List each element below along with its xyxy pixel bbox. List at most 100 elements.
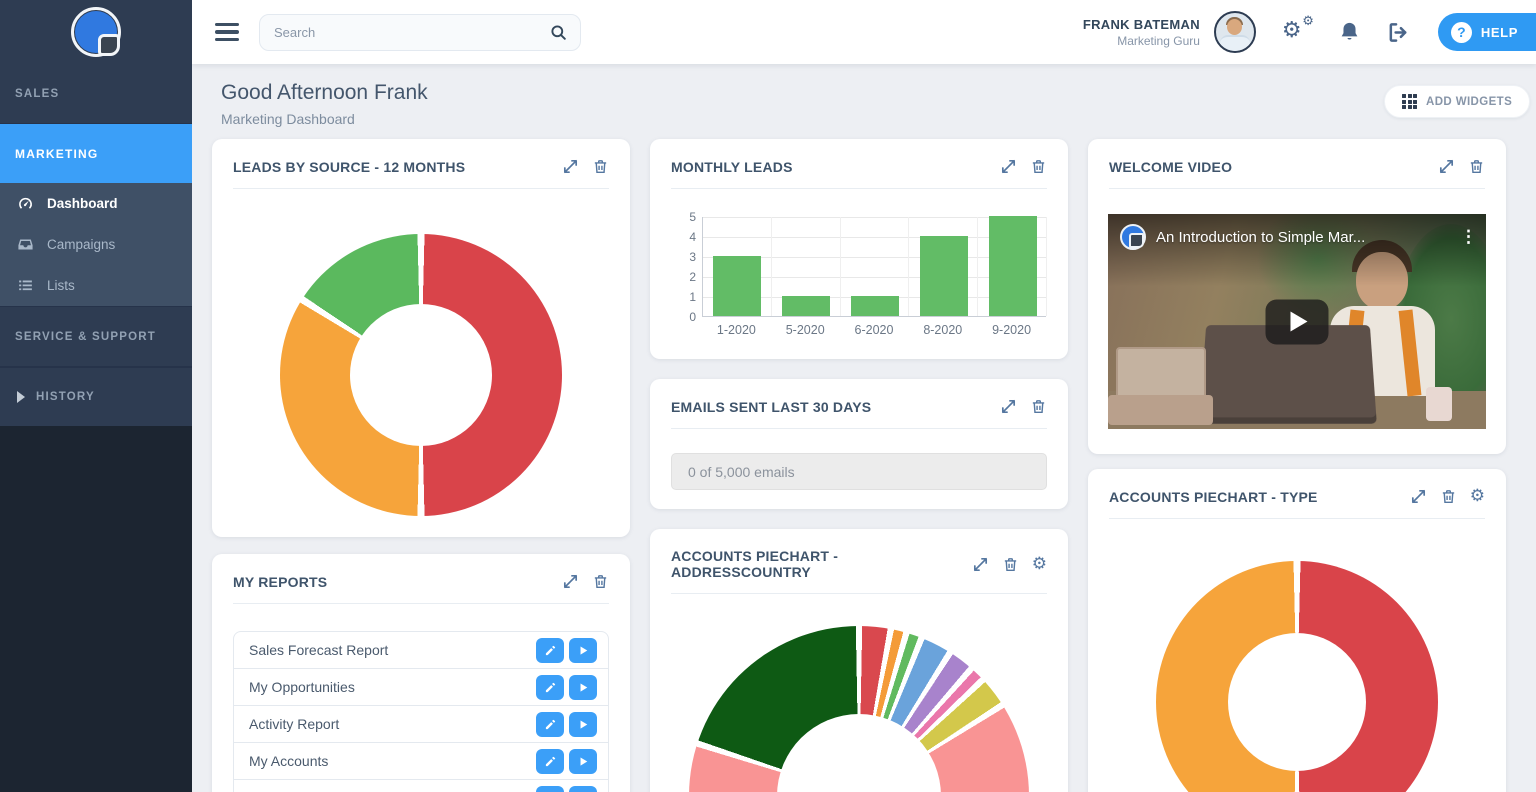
expand-icon[interactable] bbox=[1000, 398, 1017, 415]
report-row: My Accounts bbox=[234, 743, 608, 780]
notifications-bell-icon[interactable] bbox=[1338, 20, 1361, 44]
accounts-country-donut-chart bbox=[689, 626, 1029, 792]
sidebar-marketing-submenu: Dashboard Campaigns Lists bbox=[0, 183, 192, 307]
x-axis-tick-label: 8-2020 bbox=[923, 323, 963, 337]
gear-icon[interactable]: ⚙ bbox=[1469, 486, 1485, 506]
edit-report-pencil-icon[interactable] bbox=[536, 748, 564, 774]
video-play-button[interactable] bbox=[1265, 299, 1329, 344]
search-icon[interactable] bbox=[549, 23, 568, 42]
sidebar-item-campaigns[interactable]: Campaigns bbox=[0, 224, 192, 265]
expand-icon[interactable] bbox=[1438, 158, 1455, 175]
run-report-play-icon[interactable] bbox=[569, 637, 597, 663]
report-name: Sales Forecast Report bbox=[249, 642, 389, 658]
search-input[interactable] bbox=[274, 24, 549, 40]
trash-icon[interactable] bbox=[1002, 556, 1019, 573]
nav-item-label: HISTORY bbox=[36, 391, 95, 403]
add-widgets-button[interactable]: ADD WIDGETS bbox=[1384, 85, 1531, 118]
page-subtitle: Marketing Dashboard bbox=[221, 111, 355, 127]
trash-icon[interactable] bbox=[1030, 158, 1047, 175]
search-box bbox=[259, 13, 581, 51]
monthly-leads-bar-chart: 0 1 2 3 4 5 1-2020 5-2020 6-2020 8-2020 9-2020 bbox=[672, 210, 1047, 343]
greeting: Good Afternoon Frank bbox=[221, 81, 428, 104]
widget-accounts-piechart-type: ACCOUNTS PIECHART - TYPE ⚙ bbox=[1088, 469, 1506, 792]
edit-report-pencil-icon[interactable] bbox=[536, 637, 564, 663]
x-axis-tick-label: 6-2020 bbox=[854, 323, 894, 337]
report-name: My Accounts bbox=[249, 753, 329, 769]
report-row: Sales Forecast Report bbox=[234, 632, 608, 669]
widget-title: ACCOUNTS PIECHART - TYPE bbox=[1109, 488, 1318, 505]
leads-by-source-donut-chart bbox=[280, 234, 562, 516]
widget-my-reports: MY REPORTS Sales Forecast Report My Oppo… bbox=[212, 554, 630, 792]
kebab-menu-icon[interactable]: ⋮ bbox=[1460, 227, 1477, 247]
report-name: My Opportunities bbox=[249, 679, 355, 695]
x-axis-tick-label: 9-2020 bbox=[992, 323, 1032, 337]
edit-report-pencil-icon[interactable] bbox=[536, 674, 564, 700]
report-row-partial bbox=[234, 780, 608, 792]
avatar[interactable] bbox=[1213, 11, 1256, 53]
trash-icon[interactable] bbox=[592, 573, 609, 590]
trash-icon[interactable] bbox=[1468, 158, 1485, 175]
widget-welcome-video: WELCOME VIDEO An Introduction to Simple … bbox=[1088, 139, 1506, 454]
section-label: SERVICE & SUPPORT bbox=[15, 330, 156, 343]
bar-8-2020 bbox=[919, 236, 968, 316]
menu-toggle-icon[interactable] bbox=[215, 22, 239, 42]
widget-accounts-piechart-addresscountry: ACCOUNTS PIECHART - ADDRESSCOUNTRY ⚙ bbox=[650, 529, 1068, 792]
report-list: Sales Forecast Report My Opportunities A… bbox=[233, 631, 609, 792]
widget-leads-by-source: LEADS BY SOURCE - 12 MONTHS bbox=[212, 139, 630, 537]
expand-icon[interactable] bbox=[562, 158, 579, 175]
section-label: SALES bbox=[15, 87, 60, 100]
sidebar-item-lists[interactable]: Lists bbox=[0, 265, 192, 306]
user-role: Marketing Guru bbox=[1117, 33, 1200, 48]
video-title[interactable]: An Introduction to Simple Mar... bbox=[1156, 228, 1366, 246]
sidebar-item-dashboard[interactable]: Dashboard bbox=[0, 183, 192, 224]
gear-icon[interactable]: ⚙ bbox=[1031, 553, 1047, 574]
trash-icon[interactable] bbox=[1440, 488, 1457, 505]
list-icon bbox=[17, 277, 34, 294]
y-axis-tick-label: 4 bbox=[689, 230, 696, 244]
logout-icon[interactable] bbox=[1387, 21, 1410, 44]
trash-icon[interactable] bbox=[1030, 398, 1047, 415]
expand-icon[interactable] bbox=[1000, 158, 1017, 175]
help-button[interactable]: ? HELP bbox=[1437, 13, 1536, 51]
y-axis-tick-label: 5 bbox=[689, 210, 696, 224]
run-report-play-icon[interactable] bbox=[569, 674, 597, 700]
widget-title: MONTHLY LEADS bbox=[671, 158, 793, 175]
expand-icon[interactable] bbox=[1410, 488, 1427, 505]
sidebar-item-history[interactable]: HISTORY bbox=[0, 367, 192, 426]
video-player[interactable]: An Introduction to Simple Mar... ⋮ bbox=[1108, 214, 1486, 429]
sidebar: SALES MARKETING Dashboard Campaigns List… bbox=[0, 0, 192, 792]
expand-icon[interactable] bbox=[562, 573, 579, 590]
run-report-play-icon[interactable] bbox=[569, 748, 597, 774]
sidebar-section-sales[interactable]: SALES bbox=[0, 64, 192, 124]
sidebar-section-marketing[interactable]: MARKETING bbox=[0, 124, 192, 183]
user-menu[interactable]: FRANK BATEMAN Marketing Guru bbox=[1083, 17, 1200, 48]
widget-monthly-leads: MONTHLY LEADS 0 1 2 3 4 5 1-2020 5-2020 6-2020 8-… bbox=[650, 139, 1068, 359]
expand-icon[interactable] bbox=[972, 556, 989, 573]
email-quota-progress-bar: 0 of 5,000 emails bbox=[671, 453, 1047, 490]
widget-title: MY REPORTS bbox=[233, 573, 328, 590]
app-logo[interactable] bbox=[0, 0, 192, 64]
video-channel-avatar[interactable] bbox=[1120, 224, 1146, 250]
user-name: FRANK BATEMAN bbox=[1082, 16, 1200, 32]
bar-5-2020 bbox=[782, 296, 831, 316]
report-row: My Opportunities bbox=[234, 669, 608, 706]
widget-title: LEADS BY SOURCE - 12 MONTHS bbox=[233, 158, 466, 175]
widget-title: EMAILS SENT LAST 30 DAYS bbox=[671, 398, 872, 415]
x-axis-tick-label: 5-2020 bbox=[785, 323, 825, 337]
edit-report-pencil-icon[interactable] bbox=[536, 711, 564, 737]
edit-report-pencil-icon[interactable] bbox=[536, 786, 564, 792]
widget-emails-sent: EMAILS SENT LAST 30 DAYS 0 of 5,000 emai… bbox=[650, 379, 1068, 509]
settings-gears-icon[interactable]: ⚙ ⚙ bbox=[1282, 15, 1314, 46]
y-axis-tick-label: 3 bbox=[689, 250, 696, 264]
sidebar-section-service-support[interactable]: SERVICE & SUPPORT bbox=[0, 307, 192, 367]
report-row: Activity Report bbox=[234, 706, 608, 743]
bar-6-2020 bbox=[851, 296, 899, 316]
nav-item-label: Lists bbox=[47, 278, 75, 293]
run-report-play-icon[interactable] bbox=[569, 711, 597, 737]
dashboard-gauge-icon bbox=[17, 195, 34, 212]
nav-item-label: Campaigns bbox=[47, 237, 116, 252]
run-report-play-icon[interactable] bbox=[569, 786, 597, 792]
accounts-type-donut-chart bbox=[1156, 561, 1438, 792]
nav-item-label: Dashboard bbox=[47, 196, 118, 211]
trash-icon[interactable] bbox=[592, 158, 609, 175]
